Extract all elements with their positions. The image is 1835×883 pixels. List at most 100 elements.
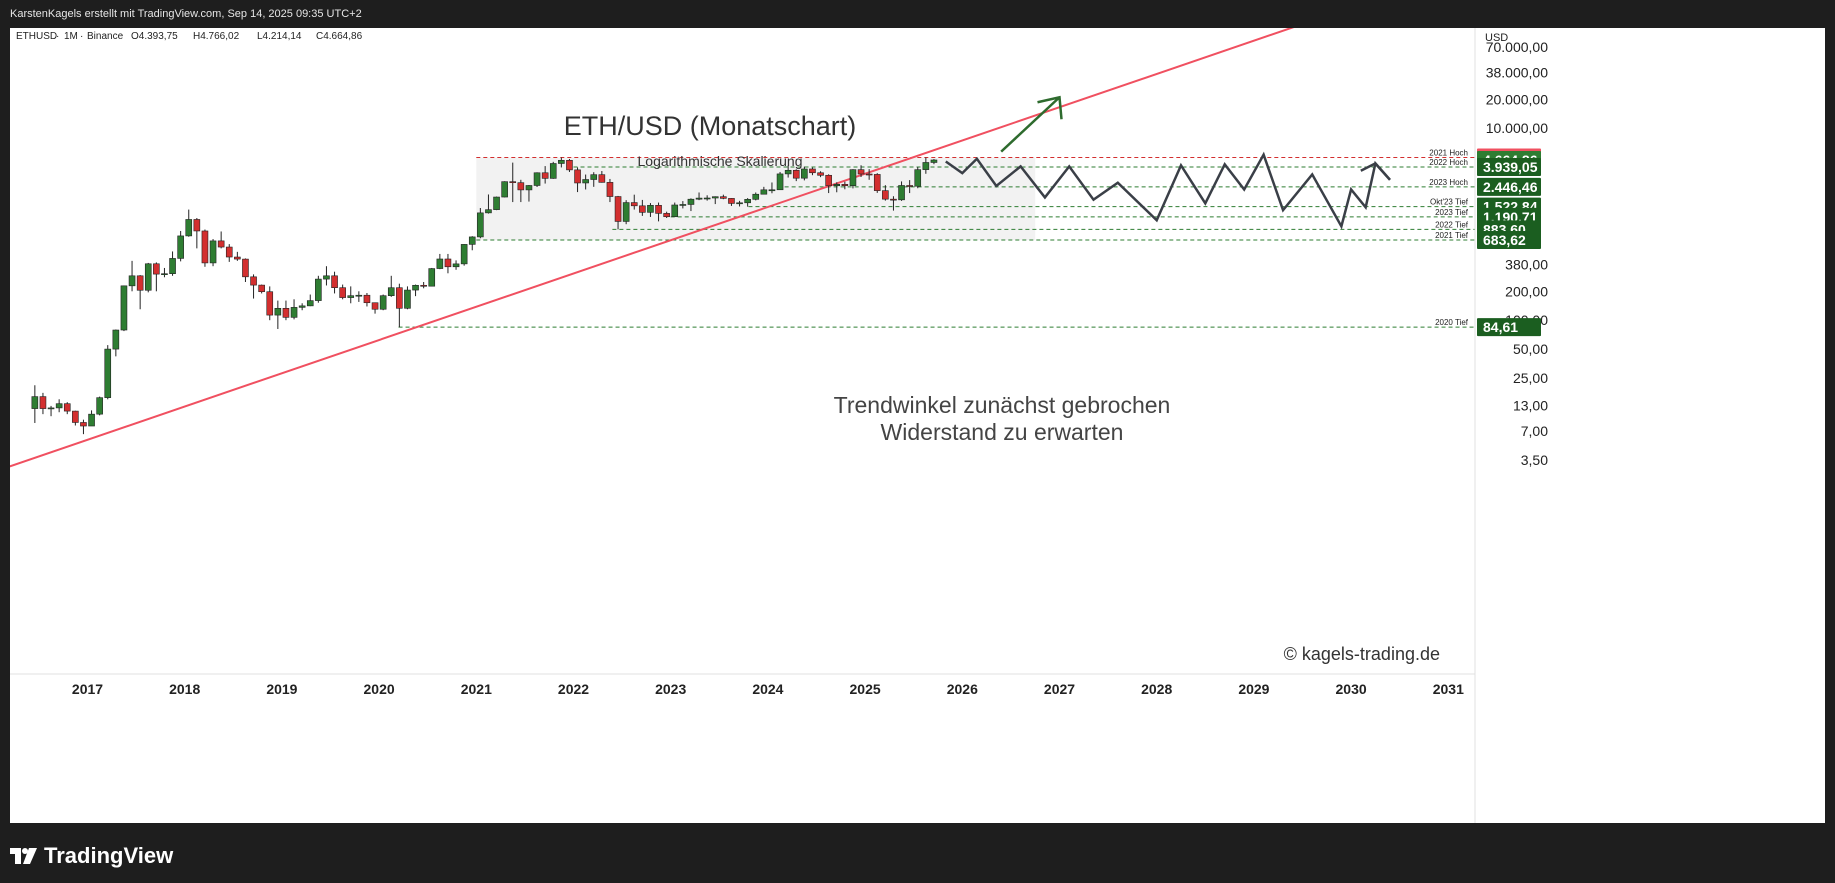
candle[interactable] (266, 286, 274, 321)
candle[interactable] (339, 284, 346, 300)
candle[interactable] (331, 271, 338, 294)
candle[interactable] (655, 202, 662, 222)
candle[interactable] (88, 410, 95, 427)
candle[interactable] (639, 199, 646, 216)
candle[interactable] (630, 194, 638, 210)
candle[interactable] (55, 399, 63, 413)
candle[interactable] (922, 157, 930, 174)
candle[interactable] (177, 230, 184, 262)
candle[interactable] (760, 186, 768, 195)
candle[interactable] (517, 179, 525, 203)
price-label[interactable]: 683,62 (1477, 231, 1541, 250)
candle[interactable] (525, 184, 533, 202)
candle[interactable] (468, 236, 476, 251)
candle[interactable] (153, 262, 160, 292)
candle[interactable] (428, 267, 436, 287)
candle[interactable] (347, 286, 355, 304)
candle[interactable] (420, 281, 427, 289)
candle[interactable] (274, 300, 282, 329)
price-label[interactable]: 3.939,05 (1477, 158, 1541, 177)
candle[interactable] (501, 181, 508, 198)
candle[interactable] (485, 194, 492, 214)
candle[interactable] (47, 405, 55, 417)
candle[interactable] (720, 194, 727, 200)
candle[interactable] (784, 165, 792, 178)
candle[interactable] (355, 291, 363, 302)
candle[interactable] (379, 294, 387, 311)
candle[interactable] (460, 244, 468, 266)
candle[interactable] (809, 167, 816, 176)
candle[interactable] (209, 239, 217, 267)
candle[interactable] (687, 198, 695, 212)
candle[interactable] (452, 260, 460, 270)
candle[interactable] (849, 169, 857, 189)
candle[interactable] (590, 172, 598, 187)
candle[interactable] (817, 171, 824, 178)
price-label[interactable]: 2.446,46 (1477, 177, 1541, 196)
price-label[interactable]: 84,61 (1477, 318, 1541, 337)
candle[interactable] (120, 285, 128, 332)
candle[interactable] (614, 195, 622, 230)
candle[interactable] (825, 174, 832, 194)
candle[interactable] (865, 169, 873, 180)
candle[interactable] (169, 251, 176, 276)
candle[interactable] (234, 251, 241, 261)
candle[interactable] (185, 209, 193, 237)
candle[interactable] (371, 302, 379, 314)
candle[interactable] (711, 196, 719, 205)
candle[interactable] (436, 253, 444, 270)
candle[interactable] (857, 165, 865, 178)
candle[interactable] (193, 218, 201, 249)
candle[interactable] (606, 178, 614, 203)
candle[interactable] (647, 203, 654, 217)
candle[interactable] (890, 196, 897, 211)
candle[interactable] (80, 419, 87, 435)
candle[interactable] (906, 180, 913, 194)
candle[interactable] (161, 267, 168, 278)
candle[interactable] (549, 161, 557, 179)
candle[interactable] (882, 185, 889, 201)
candle[interactable] (509, 162, 517, 203)
candle[interactable] (703, 195, 711, 201)
candle[interactable] (566, 158, 573, 172)
candle[interactable] (477, 207, 484, 239)
candle[interactable] (282, 300, 290, 321)
candle[interactable] (242, 258, 249, 282)
candle[interactable] (493, 196, 500, 211)
candle[interactable] (128, 260, 136, 292)
candle[interactable] (31, 385, 39, 423)
candle[interactable] (298, 303, 306, 311)
candle[interactable] (363, 292, 371, 307)
candle[interactable] (444, 253, 452, 274)
candle[interactable] (930, 159, 938, 165)
candle[interactable] (582, 174, 589, 190)
candle[interactable] (96, 396, 103, 416)
candle[interactable] (558, 157, 565, 168)
candle[interactable] (833, 182, 841, 193)
candle[interactable] (679, 201, 687, 209)
candle[interactable] (72, 410, 79, 426)
candle[interactable] (768, 182, 776, 194)
candle[interactable] (112, 329, 120, 357)
candle[interactable] (533, 172, 541, 188)
candle[interactable] (792, 169, 800, 182)
candle[interactable] (144, 262, 152, 293)
candle[interactable] (306, 294, 314, 307)
candle[interactable] (574, 167, 581, 193)
candle[interactable] (728, 198, 735, 206)
candle[interactable] (39, 392, 47, 415)
candle[interactable] (404, 286, 411, 310)
candle[interactable] (225, 244, 233, 262)
candle[interactable] (695, 192, 703, 201)
candle[interactable] (323, 266, 330, 286)
candle[interactable] (598, 171, 606, 183)
candle[interactable] (217, 231, 225, 249)
candle[interactable] (841, 181, 849, 190)
candle[interactable] (412, 284, 419, 297)
candle[interactable] (776, 171, 784, 191)
candle[interactable] (201, 229, 209, 267)
candle[interactable] (315, 275, 322, 303)
candle[interactable] (736, 200, 743, 207)
candle[interactable] (663, 211, 670, 219)
